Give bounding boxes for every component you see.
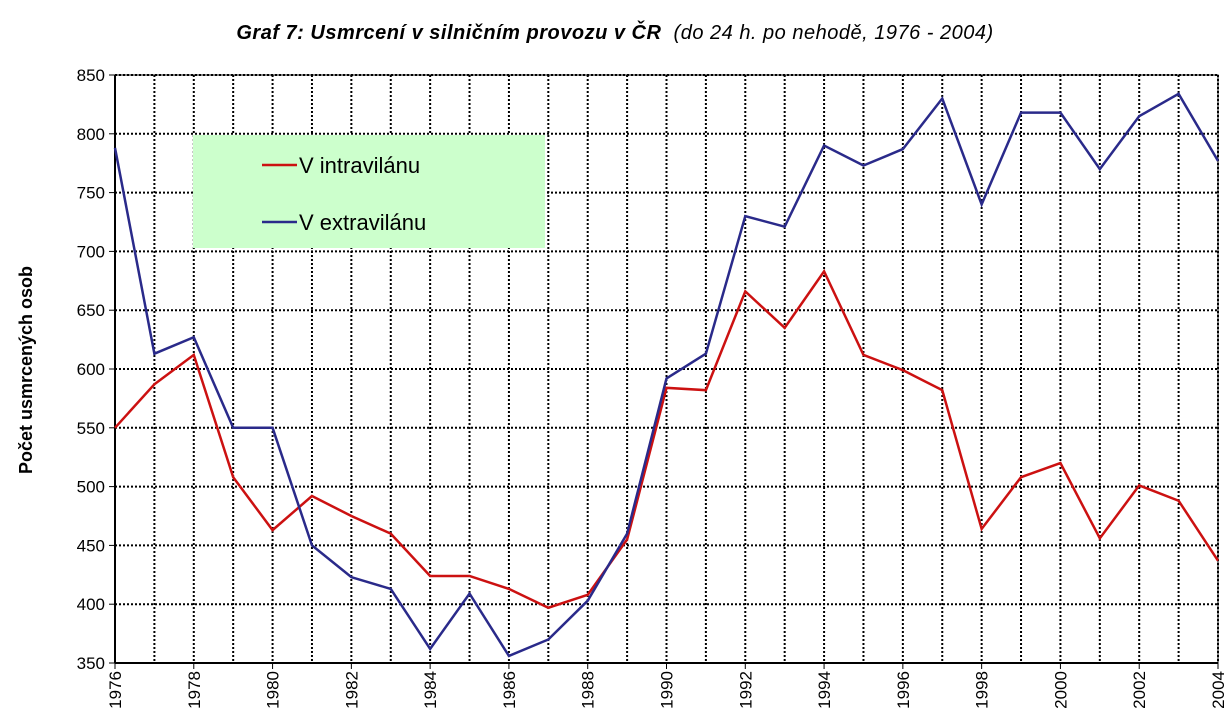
y-tick-label: 700 — [77, 242, 105, 261]
y-tick-label: 800 — [77, 125, 105, 144]
y-tick-label: 600 — [77, 360, 105, 379]
x-tick-label: 2002 — [1130, 671, 1149, 709]
y-tick-label: 500 — [77, 478, 105, 497]
x-tick-label: 1998 — [973, 671, 992, 709]
x-tick-label: 1980 — [264, 671, 283, 709]
x-tick-label: 1992 — [736, 671, 755, 709]
y-axis-label: Počet usmrcených osob — [16, 266, 36, 474]
y-tick-label: 350 — [77, 654, 105, 673]
legend-box — [193, 135, 545, 248]
y-tick-label: 550 — [77, 419, 105, 438]
title-block: Graf 7: Usmrcení v silničním provozu v Č… — [160, 20, 1070, 46]
y-tick-label: 450 — [77, 536, 105, 555]
legend: V intravilánu V extravilánu — [193, 135, 545, 248]
y-tick-label: 750 — [77, 184, 105, 203]
y-tick-label: 650 — [77, 301, 105, 320]
legend-label: V extravilánu — [299, 210, 426, 235]
data-line — [113, 92, 1220, 658]
x-tick-label: 2004 — [1209, 671, 1225, 709]
x-tick-label: 1990 — [658, 671, 677, 709]
x-tick-label: 1984 — [421, 671, 440, 709]
legend-label: V intravilánu — [299, 153, 420, 178]
x-tick-label: 1996 — [894, 671, 913, 709]
x-tick-label: 1988 — [579, 671, 598, 709]
x-tick-label: 1982 — [342, 671, 361, 709]
y-tick-label: 850 — [77, 66, 105, 85]
x-tick-label: 1986 — [500, 671, 519, 709]
x-tick-label: 1978 — [185, 671, 204, 709]
x-tick-label: 1976 — [106, 671, 125, 709]
chart-subtitle: (do 24 h. po nehodě, 1976 - 2004) — [673, 22, 994, 44]
x-tick-label: 1994 — [815, 671, 834, 709]
x-tick-label: 2000 — [1051, 671, 1070, 709]
chart-title: Graf 7: Usmrcení v silničním provozu v Č… — [236, 22, 662, 44]
y-tick-label: 400 — [77, 595, 105, 614]
